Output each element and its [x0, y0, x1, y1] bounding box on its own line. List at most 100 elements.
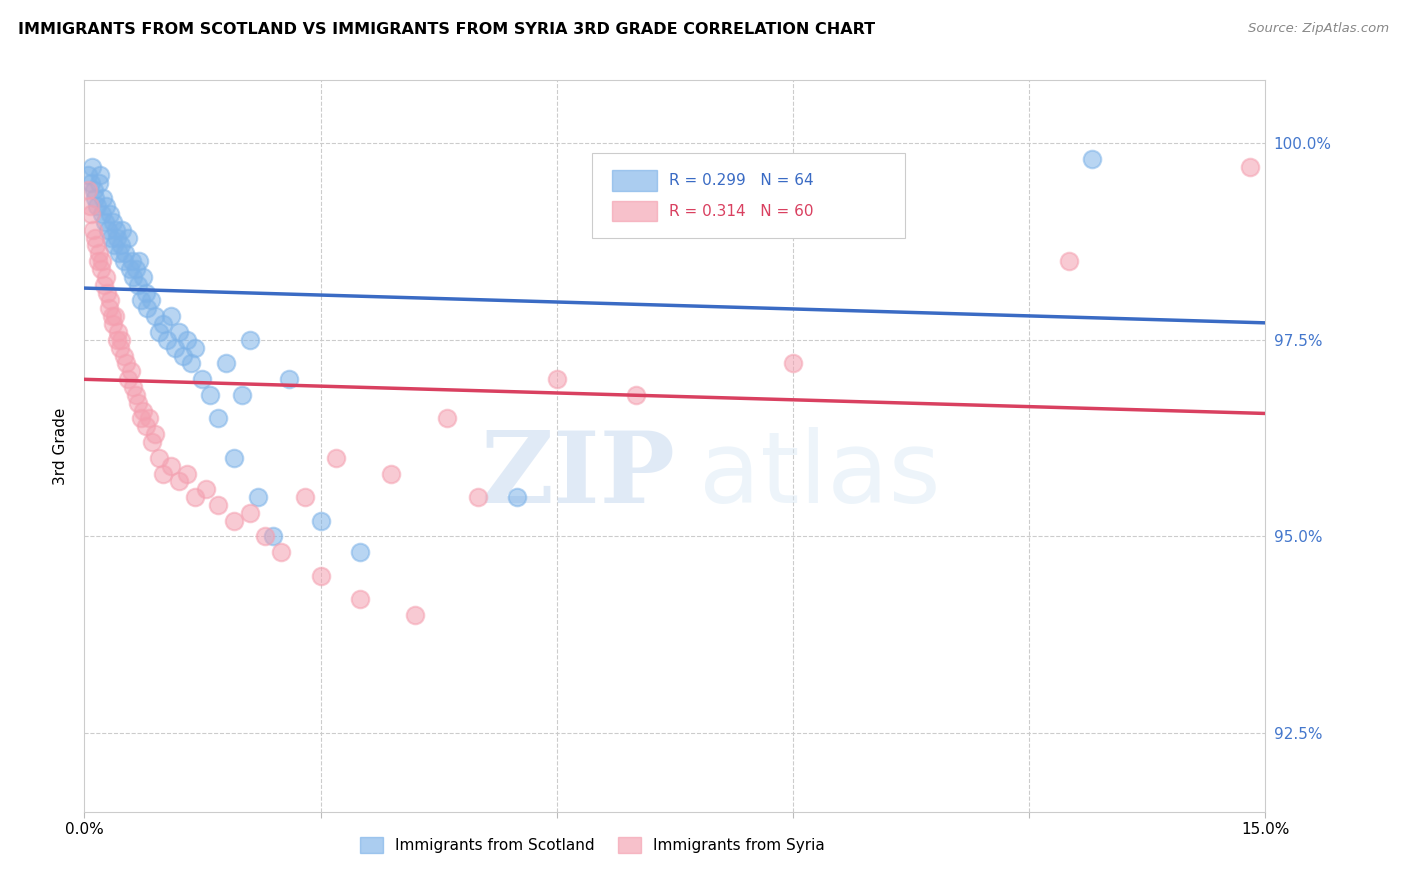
Text: IMMIGRANTS FROM SCOTLAND VS IMMIGRANTS FROM SYRIA 3RD GRADE CORRELATION CHART: IMMIGRANTS FROM SCOTLAND VS IMMIGRANTS F… [18, 22, 876, 37]
Point [103, 238, 125, 252]
Point [94, 269, 117, 284]
Point [141, 435, 163, 450]
Point [117, 230, 139, 244]
Point [132, 269, 155, 284]
Point [222, 450, 245, 465]
Point [122, 380, 145, 394]
Y-axis label: 3rd Grade: 3rd Grade [53, 408, 69, 484]
Point [83, 230, 105, 244]
Point [160, 458, 183, 473]
Point [176, 467, 198, 481]
Point [108, 246, 131, 260]
Point [239, 333, 262, 347]
Point [609, 176, 631, 190]
Point [138, 411, 160, 425]
Point [100, 230, 122, 244]
Point [180, 356, 202, 370]
FancyBboxPatch shape [612, 201, 657, 221]
Point [876, 160, 898, 174]
Point [94, 215, 117, 229]
Point [117, 372, 139, 386]
Legend: Immigrants from Scotland, Immigrants from Syria: Immigrants from Scotland, Immigrants fro… [354, 830, 831, 859]
Point [270, 545, 292, 559]
Point [121, 254, 143, 268]
Point [76, 183, 98, 197]
Point [79, 199, 101, 213]
Point [294, 490, 316, 504]
Point [148, 450, 170, 465]
Point [87, 254, 110, 268]
Point [127, 277, 149, 292]
Point [93, 277, 115, 292]
Point [122, 269, 145, 284]
Point [77, 168, 100, 182]
Point [436, 411, 458, 425]
Point [108, 341, 131, 355]
Point [467, 490, 489, 504]
Point [86, 199, 108, 213]
Point [135, 285, 157, 300]
Point [97, 301, 120, 316]
Point [89, 168, 111, 182]
Text: ZIP: ZIP [479, 426, 675, 524]
Point [82, 160, 104, 174]
Point [231, 388, 253, 402]
Point [91, 191, 114, 205]
Point [129, 293, 152, 308]
Point [101, 310, 124, 324]
Point [83, 183, 105, 197]
Point [254, 529, 277, 543]
Point [1239, 160, 1261, 174]
Point [143, 310, 166, 324]
Point [103, 317, 125, 331]
Point [163, 341, 186, 355]
Point [215, 356, 238, 370]
FancyBboxPatch shape [612, 170, 657, 191]
Point [120, 364, 142, 378]
Point [152, 317, 174, 331]
Point [222, 514, 245, 528]
Point [112, 254, 135, 268]
Point [246, 490, 269, 504]
Point [135, 419, 157, 434]
Point [87, 176, 110, 190]
Point [110, 238, 132, 252]
Point [239, 506, 262, 520]
Point [624, 388, 647, 402]
Point [325, 450, 347, 465]
Point [115, 356, 138, 370]
Point [124, 262, 146, 277]
Point [136, 301, 159, 316]
Point [152, 467, 174, 481]
Point [101, 215, 124, 229]
Point [191, 372, 214, 386]
Point [1057, 254, 1080, 268]
Point [132, 403, 155, 417]
Point [742, 191, 765, 205]
Point [79, 176, 101, 190]
Point [118, 262, 141, 277]
Text: Source: ZipAtlas.com: Source: ZipAtlas.com [1249, 22, 1389, 36]
Point [127, 396, 149, 410]
Point [160, 310, 183, 324]
Text: R = 0.299   N = 64: R = 0.299 N = 64 [669, 173, 814, 188]
Point [128, 254, 150, 268]
Point [349, 545, 371, 559]
Point [91, 254, 114, 268]
Point [156, 333, 179, 347]
Point [90, 262, 112, 277]
Point [84, 191, 107, 205]
Point [84, 238, 107, 252]
Point [104, 310, 127, 324]
Point [105, 333, 128, 347]
Point [107, 230, 129, 244]
Point [98, 293, 121, 308]
FancyBboxPatch shape [592, 153, 905, 237]
Point [167, 475, 190, 489]
Point [506, 490, 529, 504]
Point [80, 207, 103, 221]
Point [1081, 152, 1104, 166]
Point [183, 490, 205, 504]
Point [278, 372, 301, 386]
Point [90, 207, 112, 221]
